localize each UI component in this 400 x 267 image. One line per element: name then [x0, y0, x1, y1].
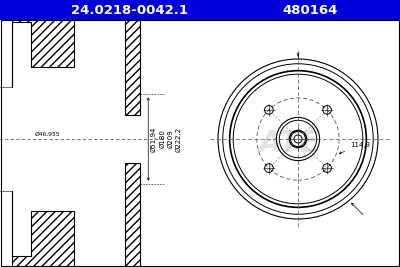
Text: Ø180: Ø180: [159, 129, 165, 148]
Text: Ø46,955: Ø46,955: [35, 132, 60, 137]
Text: ATE: ATE: [259, 129, 321, 159]
Text: ®: ®: [308, 125, 316, 135]
Polygon shape: [12, 0, 140, 115]
Bar: [0, 0, 400, 20]
Text: 114,3: 114,3: [339, 142, 370, 154]
Text: Ø209: Ø209: [167, 129, 173, 148]
Polygon shape: [12, 163, 140, 267]
Text: Ø222,2: Ø222,2: [175, 127, 181, 152]
Text: Ø51,94: Ø51,94: [150, 126, 156, 152]
Text: 480164: 480164: [282, 3, 338, 17]
Text: 24.0218-0042.1: 24.0218-0042.1: [72, 3, 188, 17]
